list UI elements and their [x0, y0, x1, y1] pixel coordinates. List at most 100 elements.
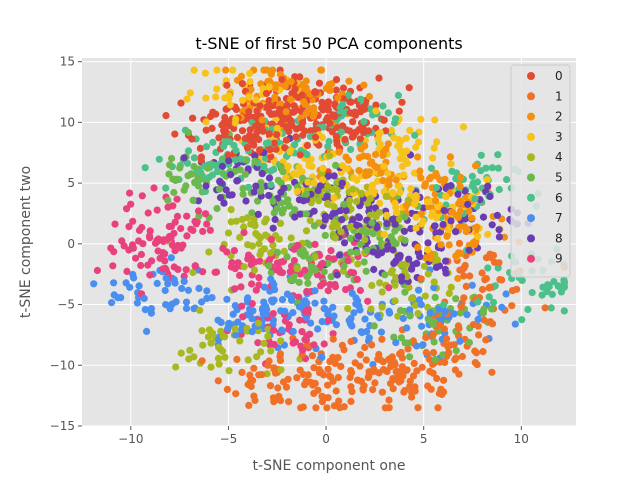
scatter-point-digit-1 — [458, 352, 466, 361]
scatter-point-digit-1 — [469, 321, 477, 329]
scatter-point-digit-0 — [298, 91, 306, 99]
scatter-point-digit-3 — [414, 138, 423, 146]
scatter-point-digit-0 — [296, 151, 304, 159]
scatter-point-digit-4 — [252, 230, 260, 238]
scatter-point-digit-0 — [250, 141, 258, 149]
scatter-point-digit-7 — [261, 283, 269, 291]
scatter-point-digit-7 — [269, 316, 277, 324]
legend-marker-3 — [527, 132, 535, 141]
scatter-point-digit-1 — [486, 283, 494, 291]
scatter-point-digit-0 — [328, 128, 336, 136]
scatter-point-digit-3 — [442, 192, 450, 200]
scatter-point-digit-6 — [518, 316, 526, 324]
scatter-point-digit-6 — [260, 162, 268, 170]
scatter-point-digit-9 — [168, 241, 177, 249]
scatter-point-digit-7 — [329, 303, 337, 311]
scatter-point-digit-3 — [384, 169, 392, 177]
scatter-point-digit-0 — [372, 101, 380, 109]
scatter-point-digit-1 — [413, 367, 421, 375]
legend-label-3: 3 — [555, 130, 563, 144]
scatter-point-digit-5 — [429, 320, 437, 328]
scatter-point-digit-2 — [452, 252, 460, 260]
scatter-point-digit-5 — [182, 182, 190, 190]
scatter-point-digit-1 — [335, 397, 343, 405]
scatter-point-digit-1 — [496, 276, 504, 284]
scatter-point-digit-5 — [283, 253, 291, 261]
scatter-point-digit-2 — [416, 167, 424, 175]
scatter-point-digit-1 — [429, 349, 438, 357]
scatter-point-digit-1 — [332, 387, 340, 395]
scatter-point-digit-2 — [359, 152, 368, 160]
scatter-point-digit-9 — [199, 227, 207, 235]
scatter-point-digit-9 — [324, 287, 332, 295]
scatter-point-digit-7 — [141, 306, 149, 314]
scatter-point-digit-7 — [231, 302, 239, 310]
scatter-point-digit-9 — [302, 336, 310, 344]
scatter-point-digit-9 — [331, 283, 339, 291]
scatter-point-digit-8 — [383, 220, 391, 228]
scatter-point-digit-6 — [366, 105, 374, 113]
scatter-point-digit-8 — [486, 192, 494, 201]
scatter-point-digit-8 — [336, 251, 344, 259]
scatter-point-digit-4 — [330, 219, 338, 227]
scatter-point-digit-5 — [166, 161, 174, 169]
scatter-point-digit-9 — [295, 293, 303, 301]
scatter-point-digit-7 — [198, 298, 206, 306]
scatter-point-digit-6 — [183, 159, 192, 167]
scatter-point-digit-5 — [304, 279, 312, 287]
y-tick-label: 15 — [60, 55, 75, 69]
scatter-point-digit-6 — [494, 164, 502, 172]
scatter-point-digit-1 — [334, 373, 342, 382]
scatter-point-digit-1 — [369, 386, 377, 394]
scatter-point-digit-7 — [320, 297, 328, 305]
scatter-point-digit-8 — [389, 246, 397, 254]
scatter-point-digit-4 — [346, 196, 354, 205]
legend-label-0: 0 — [555, 69, 563, 83]
scatter-point-digit-2 — [307, 105, 316, 113]
scatter-point-digit-2 — [260, 66, 268, 74]
scatter-point-digit-9 — [137, 261, 145, 270]
scatter-point-digit-1 — [387, 363, 395, 371]
scatter-point-digit-1 — [451, 356, 459, 364]
scatter-point-digit-8 — [254, 210, 262, 218]
scatter-point-digit-3 — [407, 185, 415, 193]
scatter-point-digit-5 — [189, 196, 197, 204]
scatter-point-digit-5 — [340, 262, 348, 270]
scatter-point-digit-9 — [353, 275, 361, 283]
scatter-point-digit-2 — [371, 151, 380, 159]
scatter-point-digit-7 — [426, 309, 434, 317]
scatter-point-digit-4 — [430, 278, 438, 286]
scatter-point-digit-1 — [351, 359, 359, 367]
scatter-point-digit-9 — [296, 316, 304, 324]
scatter-point-digit-4 — [344, 305, 352, 313]
scatter-point-digit-4 — [287, 234, 295, 242]
scatter-point-digit-4 — [293, 265, 301, 273]
scatter-point-digit-5 — [285, 202, 293, 210]
scatter-point-digit-9 — [267, 236, 275, 244]
scatter-point-digit-1 — [361, 343, 369, 352]
scatter-point-digit-1 — [247, 382, 255, 391]
scatter-point-digit-6 — [324, 143, 332, 151]
scatter-point-digit-0 — [252, 135, 260, 143]
scatter-point-digit-7 — [289, 327, 297, 336]
scatter-point-digit-1 — [450, 341, 458, 349]
scatter-point-digit-9 — [173, 195, 181, 203]
scatter-point-digit-9 — [223, 248, 231, 256]
scatter-point-digit-9 — [254, 339, 262, 347]
scatter-point-digit-9 — [239, 313, 247, 321]
scatter-point-digit-4 — [198, 327, 206, 335]
scatter-point-digit-5 — [404, 339, 412, 347]
scatter-point-digit-5 — [452, 347, 460, 355]
scatter-point-digit-7 — [403, 324, 411, 332]
scatter-point-digit-3 — [374, 135, 382, 143]
scatter-point-digit-5 — [370, 322, 378, 330]
y-tick-label: 10 — [60, 115, 75, 129]
scatter-point-digit-1 — [400, 388, 408, 396]
scatter-point-digit-4 — [337, 228, 345, 236]
scatter-point-digit-4 — [424, 303, 432, 311]
scatter-point-digit-9 — [237, 283, 245, 291]
legend-marker-4 — [527, 153, 535, 162]
scatter-point-digit-9 — [173, 212, 182, 220]
scatter-point-digit-8 — [338, 179, 346, 187]
